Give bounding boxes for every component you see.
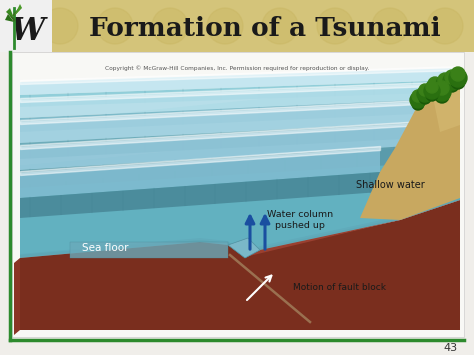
Circle shape bbox=[262, 8, 298, 44]
Circle shape bbox=[207, 8, 243, 44]
Circle shape bbox=[412, 98, 424, 110]
Circle shape bbox=[438, 73, 452, 87]
Circle shape bbox=[419, 92, 431, 104]
Circle shape bbox=[451, 67, 465, 81]
Polygon shape bbox=[228, 238, 260, 258]
Polygon shape bbox=[14, 258, 20, 335]
Text: Shallow water: Shallow water bbox=[356, 180, 424, 190]
Polygon shape bbox=[20, 68, 460, 95]
Polygon shape bbox=[5, 14, 14, 22]
Circle shape bbox=[428, 77, 442, 91]
Polygon shape bbox=[14, 4, 22, 16]
Text: W: W bbox=[11, 16, 45, 48]
Circle shape bbox=[445, 70, 459, 84]
Polygon shape bbox=[20, 172, 380, 218]
Text: Formation of a Tsunami: Formation of a Tsunami bbox=[89, 16, 441, 40]
Circle shape bbox=[372, 8, 408, 44]
Polygon shape bbox=[20, 83, 460, 118]
Circle shape bbox=[42, 8, 78, 44]
Polygon shape bbox=[20, 198, 460, 258]
Circle shape bbox=[417, 86, 433, 102]
Polygon shape bbox=[20, 80, 460, 107]
Circle shape bbox=[451, 75, 465, 89]
Text: Copyright © McGraw-Hill Companies, Inc. Permission required for reproduction or : Copyright © McGraw-Hill Companies, Inc. … bbox=[105, 65, 369, 71]
Circle shape bbox=[424, 83, 440, 99]
Circle shape bbox=[438, 81, 452, 95]
Polygon shape bbox=[20, 120, 460, 159]
Circle shape bbox=[427, 8, 463, 44]
Circle shape bbox=[152, 8, 188, 44]
Polygon shape bbox=[20, 78, 460, 165]
Circle shape bbox=[97, 8, 133, 44]
Circle shape bbox=[443, 72, 461, 90]
Polygon shape bbox=[20, 144, 440, 188]
Circle shape bbox=[449, 69, 467, 87]
Circle shape bbox=[445, 78, 459, 92]
Text: Motion of fault block: Motion of fault block bbox=[293, 284, 386, 293]
Circle shape bbox=[435, 89, 449, 103]
Polygon shape bbox=[20, 120, 460, 185]
Polygon shape bbox=[430, 75, 460, 132]
Polygon shape bbox=[20, 140, 460, 258]
Circle shape bbox=[412, 90, 424, 102]
Text: 43: 43 bbox=[444, 343, 458, 353]
Circle shape bbox=[317, 8, 353, 44]
Circle shape bbox=[426, 89, 438, 101]
Circle shape bbox=[436, 75, 454, 93]
Circle shape bbox=[433, 83, 451, 101]
Polygon shape bbox=[20, 122, 440, 170]
Text: Sea floor: Sea floor bbox=[82, 243, 128, 253]
Text: Water column
pushed up: Water column pushed up bbox=[267, 210, 333, 230]
FancyBboxPatch shape bbox=[12, 52, 464, 337]
FancyBboxPatch shape bbox=[0, 0, 474, 52]
Polygon shape bbox=[360, 75, 460, 220]
Polygon shape bbox=[20, 148, 380, 198]
Polygon shape bbox=[20, 200, 460, 330]
Circle shape bbox=[426, 79, 444, 97]
Polygon shape bbox=[6, 8, 14, 18]
Circle shape bbox=[410, 92, 426, 108]
Circle shape bbox=[428, 85, 442, 99]
FancyBboxPatch shape bbox=[0, 0, 52, 52]
Polygon shape bbox=[70, 242, 228, 258]
Circle shape bbox=[419, 84, 431, 96]
Polygon shape bbox=[20, 195, 460, 258]
Circle shape bbox=[426, 81, 438, 93]
Polygon shape bbox=[20, 98, 460, 132]
Circle shape bbox=[435, 81, 449, 95]
Polygon shape bbox=[20, 100, 460, 143]
